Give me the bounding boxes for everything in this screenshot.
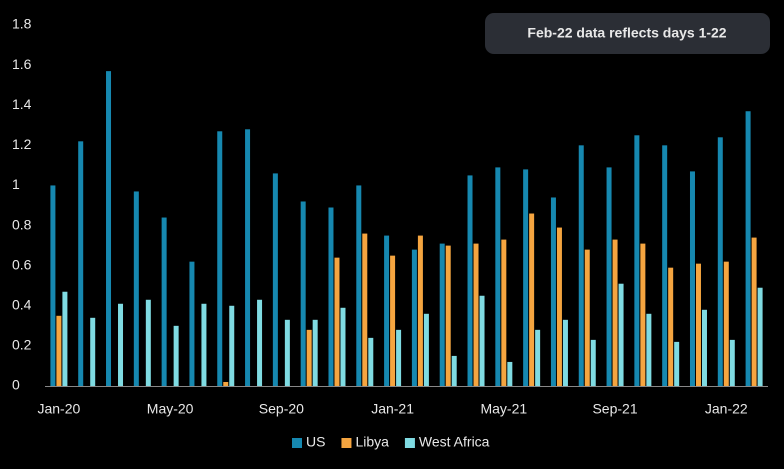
bar xyxy=(173,325,179,386)
bar xyxy=(396,329,402,386)
y-tick-label: 1.6 xyxy=(12,56,32,72)
bar xyxy=(662,145,668,386)
bar xyxy=(556,227,562,386)
bar xyxy=(729,339,735,386)
bar xyxy=(340,307,346,386)
bar xyxy=(745,111,751,386)
bar xyxy=(245,129,251,387)
y-tick-label: 1.2 xyxy=(12,136,32,152)
x-tick-label: Sep-21 xyxy=(592,401,637,417)
y-tick-label: 0.4 xyxy=(12,296,32,312)
bar xyxy=(501,239,507,386)
x-tick-label: Jan-20 xyxy=(37,401,80,417)
bar xyxy=(417,235,423,386)
bar xyxy=(550,197,556,386)
bar xyxy=(423,313,429,386)
bar xyxy=(523,169,529,386)
bar xyxy=(590,339,596,386)
bar xyxy=(328,207,334,386)
x-tick-label: May-20 xyxy=(147,401,194,417)
bar xyxy=(145,299,151,386)
x-tick-label: May-21 xyxy=(480,401,527,417)
legend-label: West Africa xyxy=(419,434,490,450)
bar xyxy=(411,249,417,386)
y-tick-label: 0.2 xyxy=(12,337,32,353)
y-tick-label: 0 xyxy=(12,377,20,393)
bar xyxy=(334,257,340,386)
y-tick-label: 1.8 xyxy=(12,16,32,32)
annotation-box xyxy=(485,13,770,54)
bar xyxy=(479,295,485,386)
bar xyxy=(284,319,290,386)
bar xyxy=(368,337,374,386)
bar xyxy=(201,303,207,386)
bar xyxy=(439,243,445,386)
bar xyxy=(668,267,674,386)
bar xyxy=(445,245,451,386)
bar xyxy=(229,305,235,386)
bar xyxy=(584,249,590,386)
x-tick-label: Jan-21 xyxy=(371,401,414,417)
bar xyxy=(578,145,584,386)
bar xyxy=(257,299,263,386)
bar xyxy=(723,261,729,386)
bar xyxy=(640,243,646,386)
bar xyxy=(507,361,513,386)
bar xyxy=(312,319,318,386)
bar xyxy=(495,167,501,386)
bar xyxy=(689,171,695,386)
bar xyxy=(562,319,568,386)
bar xyxy=(473,243,479,386)
bar xyxy=(674,341,680,386)
x-tick-label: Jan-22 xyxy=(705,401,748,417)
annotation: Feb-22 data reflects days 1-22 xyxy=(527,25,726,41)
bar xyxy=(306,329,312,386)
bar xyxy=(467,175,473,386)
bar xyxy=(362,233,368,386)
bar xyxy=(529,213,535,386)
bar xyxy=(50,185,56,386)
legend-swatch xyxy=(292,438,302,448)
bar xyxy=(133,191,139,386)
bar xyxy=(223,381,229,386)
y-tick-label: 1 xyxy=(12,176,20,192)
bar xyxy=(78,141,84,386)
bar xyxy=(300,201,306,386)
bar xyxy=(90,317,96,386)
bar xyxy=(356,185,362,386)
bar xyxy=(390,255,396,386)
bar xyxy=(384,235,390,386)
bar xyxy=(272,173,278,386)
bar xyxy=(62,291,68,386)
bar xyxy=(217,131,223,386)
legend-label: Libya xyxy=(355,434,389,450)
bar xyxy=(634,135,640,386)
legend-swatch xyxy=(404,438,415,448)
bar xyxy=(161,217,167,386)
bar xyxy=(535,329,541,386)
bar xyxy=(695,263,701,386)
x-tick-label: Sep-20 xyxy=(259,401,304,417)
y-tick-label: 0.6 xyxy=(12,256,32,272)
legend-label: US xyxy=(306,434,325,450)
y-tick-label: 0.8 xyxy=(12,216,32,232)
bar xyxy=(612,239,618,386)
bar xyxy=(618,283,624,386)
bar xyxy=(646,313,652,386)
bar xyxy=(106,71,112,386)
bar xyxy=(56,315,62,386)
bar xyxy=(606,167,612,386)
legend-swatch xyxy=(341,438,352,448)
bar xyxy=(701,309,707,386)
bar xyxy=(757,287,763,386)
bar xyxy=(451,355,457,386)
bar xyxy=(717,137,723,386)
bar xyxy=(118,303,124,386)
y-tick-label: 1.4 xyxy=(12,96,32,112)
bar xyxy=(751,237,757,386)
bar xyxy=(189,261,195,386)
